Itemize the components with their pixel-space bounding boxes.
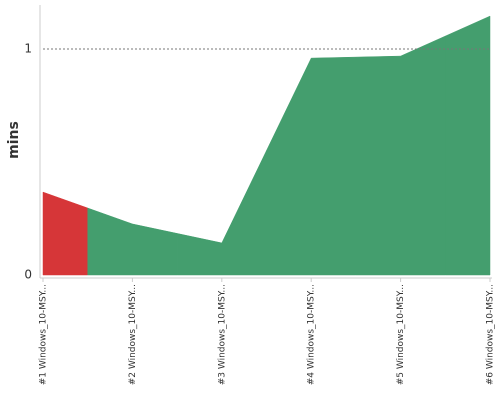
area-segment: [176, 150, 267, 276]
area-segment: [42, 191, 88, 276]
area-segment: [445, 15, 491, 276]
x-tick-label: #2 Windows_10-MSY...: [128, 284, 138, 385]
x-tick-label: #6 Windows_10-MSY...: [486, 284, 496, 385]
y-tick-label: 0: [24, 268, 32, 282]
area-segment: [355, 35, 446, 276]
area-segment: [87, 207, 178, 276]
y-axis-label: mins: [6, 121, 22, 159]
x-tick-label: #5 Windows_10-MSY...: [396, 284, 406, 385]
y-tick-label: 1: [24, 42, 32, 56]
x-tick-label: #1 Windows_10-MSY...: [39, 284, 49, 385]
area-segment: [266, 56, 357, 276]
x-tick-label: #3 Windows_10-MSY...: [217, 284, 227, 385]
x-tick-label: #4 Windows_10-MSY...: [307, 284, 317, 385]
